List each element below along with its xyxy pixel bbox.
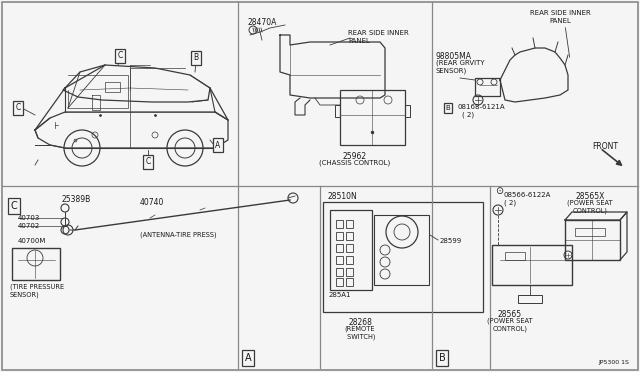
Bar bbox=[336, 268, 343, 276]
Text: C: C bbox=[15, 103, 20, 112]
Text: FRONT: FRONT bbox=[592, 142, 618, 151]
Text: 28599: 28599 bbox=[440, 238, 462, 244]
Bar bbox=[346, 244, 353, 252]
Bar bbox=[565, 220, 620, 260]
Text: 28565X: 28565X bbox=[575, 192, 605, 201]
Text: A: A bbox=[216, 141, 221, 150]
Bar bbox=[336, 232, 343, 240]
Text: 40700M: 40700M bbox=[18, 238, 46, 244]
Text: PANEL: PANEL bbox=[348, 38, 370, 44]
Text: 25389B: 25389B bbox=[62, 195, 92, 204]
Text: (POWER SEAT: (POWER SEAT bbox=[487, 318, 533, 324]
Text: C: C bbox=[11, 201, 17, 211]
Bar bbox=[374, 215, 429, 285]
Bar bbox=[330, 210, 372, 290]
Bar bbox=[336, 256, 343, 264]
Text: 98805MA: 98805MA bbox=[436, 52, 472, 61]
Text: 28565: 28565 bbox=[498, 310, 522, 319]
Text: (ANTENNA-TIRE PRESS): (ANTENNA-TIRE PRESS) bbox=[140, 232, 216, 238]
Bar bbox=[492, 245, 572, 285]
Text: ( 2): ( 2) bbox=[462, 112, 474, 119]
Text: CONTROL): CONTROL) bbox=[493, 326, 527, 333]
Text: SWITCH): SWITCH) bbox=[345, 334, 375, 340]
Text: (POWER SEAT: (POWER SEAT bbox=[567, 200, 613, 206]
Text: 25962: 25962 bbox=[343, 152, 367, 161]
Text: (REAR GRVITY: (REAR GRVITY bbox=[436, 60, 484, 67]
Bar bbox=[336, 220, 343, 228]
Text: C: C bbox=[117, 51, 123, 61]
Text: SENSOR): SENSOR) bbox=[10, 291, 40, 298]
Bar bbox=[336, 278, 343, 286]
Text: 28510N: 28510N bbox=[328, 192, 358, 201]
Text: B: B bbox=[193, 54, 198, 62]
Text: 08168-6121A: 08168-6121A bbox=[458, 104, 506, 110]
Text: B: B bbox=[438, 353, 445, 363]
Bar bbox=[475, 78, 500, 96]
Text: CONTROL): CONTROL) bbox=[573, 208, 607, 215]
Bar bbox=[346, 268, 353, 276]
Bar bbox=[105, 82, 120, 92]
Text: SENSOR): SENSOR) bbox=[436, 68, 467, 74]
Bar bbox=[518, 295, 542, 303]
Text: (REMOTE: (REMOTE bbox=[345, 326, 375, 333]
Bar bbox=[575, 228, 605, 236]
Text: REAR SIDE INNER: REAR SIDE INNER bbox=[348, 30, 409, 36]
Text: A: A bbox=[244, 353, 252, 363]
Bar bbox=[346, 220, 353, 228]
Text: B: B bbox=[445, 105, 451, 111]
Bar bbox=[346, 232, 353, 240]
Bar bbox=[346, 256, 353, 264]
Bar bbox=[12, 248, 60, 280]
Text: 40740: 40740 bbox=[140, 198, 164, 207]
Text: 28268: 28268 bbox=[348, 318, 372, 327]
Bar bbox=[323, 202, 483, 312]
Text: 285A1: 285A1 bbox=[329, 292, 351, 298]
Bar bbox=[346, 278, 353, 286]
Bar bbox=[335, 105, 340, 117]
Text: 08566-6122A: 08566-6122A bbox=[504, 192, 552, 198]
Text: C: C bbox=[145, 157, 150, 167]
Text: ⊙: ⊙ bbox=[495, 186, 503, 196]
Text: REAR SIDE INNER: REAR SIDE INNER bbox=[530, 10, 590, 16]
Text: JP5300 1S: JP5300 1S bbox=[598, 360, 629, 365]
Text: (CHASSIS CONTROL): (CHASSIS CONTROL) bbox=[319, 160, 390, 167]
Text: ( 2): ( 2) bbox=[504, 200, 516, 206]
Bar bbox=[405, 105, 410, 117]
Text: (TIRE PRESSURE: (TIRE PRESSURE bbox=[10, 284, 64, 291]
Bar bbox=[340, 90, 405, 145]
Bar bbox=[336, 244, 343, 252]
Text: PANEL: PANEL bbox=[549, 18, 571, 24]
Text: 28470A: 28470A bbox=[248, 18, 277, 27]
Text: 40703: 40703 bbox=[18, 215, 40, 221]
Bar bbox=[505, 252, 525, 260]
Text: 40702: 40702 bbox=[18, 223, 40, 229]
